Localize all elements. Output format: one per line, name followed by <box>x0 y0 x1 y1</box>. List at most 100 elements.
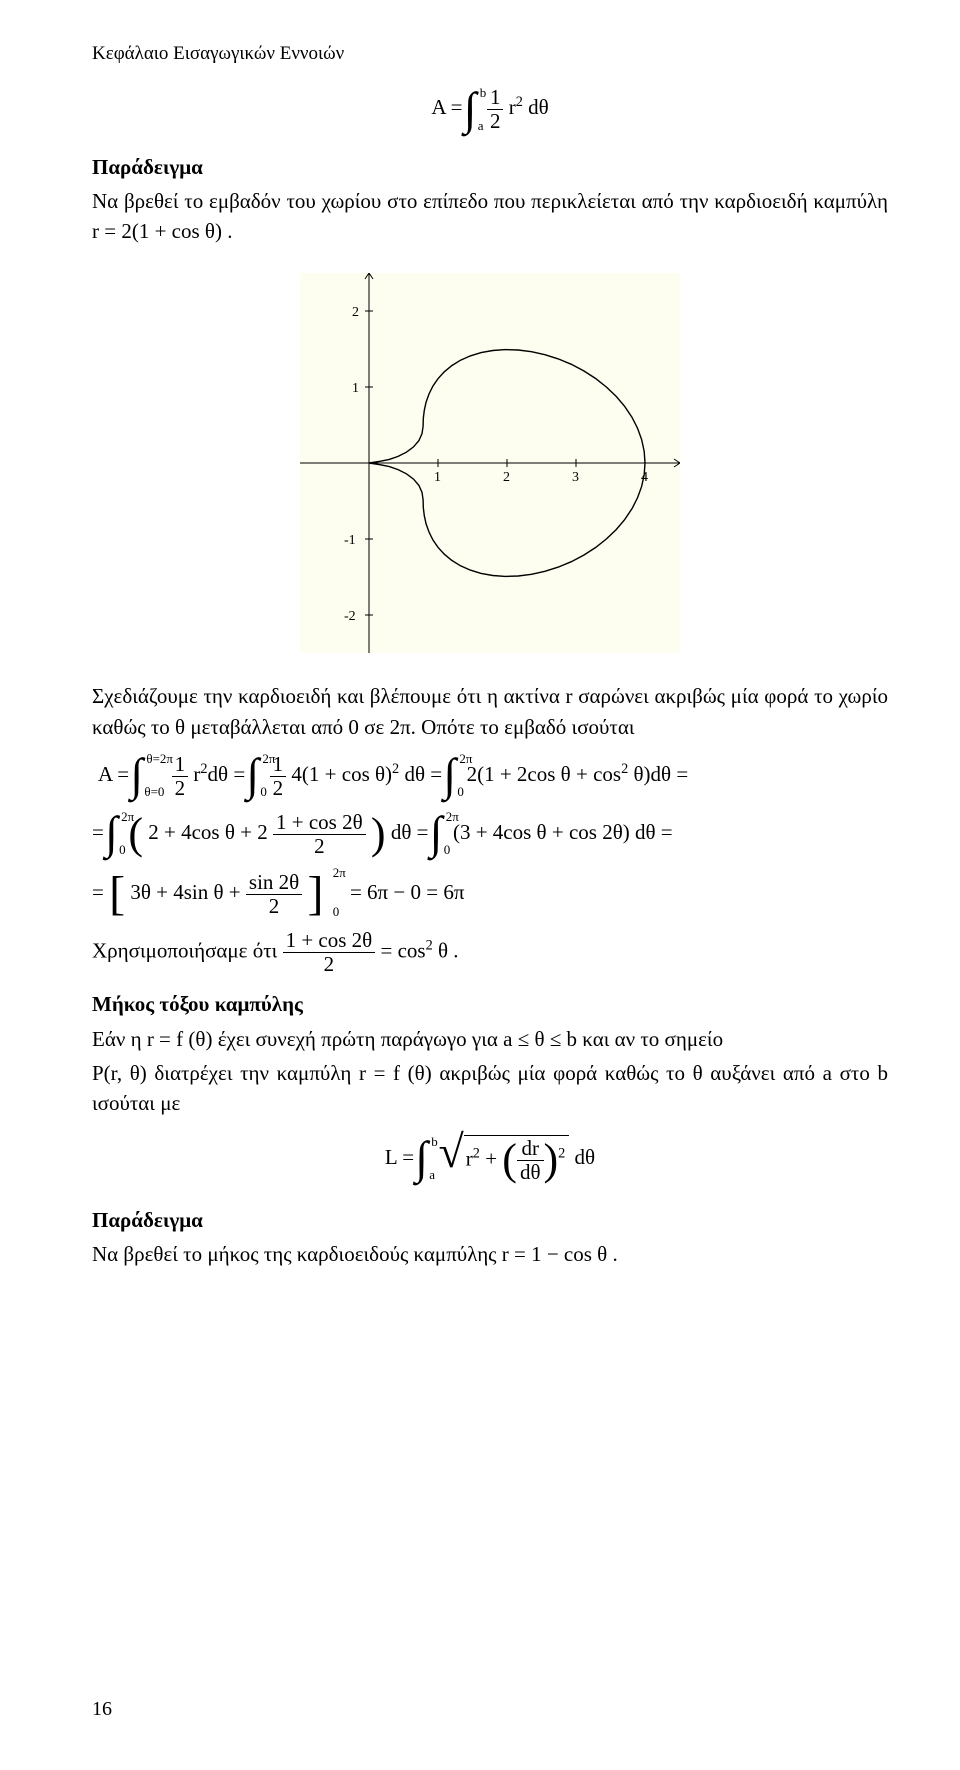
int-upper: b <box>480 84 487 103</box>
arc-2d: στο <box>832 1061 878 1085</box>
eq1-d2: dθ <box>404 762 425 786</box>
lim-lb: 0 <box>333 903 340 922</box>
arc-2-f: r = f (θ) <box>359 1061 432 1085</box>
d-theta: dθ <box>528 95 549 119</box>
eq3-post: = 6π − 0 = 6π <box>350 880 465 904</box>
var-L: L <box>385 1145 397 1169</box>
arc-2a: P(r, θ) <box>92 1061 147 1085</box>
sweep-text: Σχεδιάζουμε την καρδιοειδή και βλέπουμε … <box>92 681 888 742</box>
arc-2b: διατρέχει την καμπύλη <box>147 1061 359 1085</box>
used-identity: Χρησιμοποιήσαμε ότι 1 + cos 2θ2 = cos2 θ… <box>92 930 888 975</box>
example-text-1: Να βρεθεί το εμβαδόν του χωρίου στο επίπ… <box>92 186 888 247</box>
plus: + <box>485 1146 497 1170</box>
frac-den: dθ <box>517 1161 544 1183</box>
arc-2c: ακριβώς μία φορά καθώς το θ αυξάνει από <box>432 1061 823 1085</box>
frac-num: 1 <box>172 754 189 777</box>
equals: = <box>451 95 463 119</box>
eq2-post: dθ = <box>391 820 429 844</box>
frac-den: 2 <box>172 777 189 799</box>
eq1-int1-ub: θ=2π <box>146 750 173 769</box>
eq2-int1-lb: 0 <box>119 841 126 860</box>
frac-den: 2 <box>246 895 302 917</box>
eq1-body3: 2(1 + 2cos θ + cos <box>467 762 621 786</box>
var-r: r <box>509 95 516 119</box>
example-r-formula: r = 2(1 + cos θ) . <box>92 219 232 243</box>
eq1-d: dθ <box>208 762 229 786</box>
arc-1-f: r = f (θ) <box>147 1027 213 1051</box>
arc-text-line1: Εάν η r = f (θ) έχει συνεχή πρώτη παράγω… <box>92 1024 888 1054</box>
eq1-body3-tail: θ)dθ = <box>628 762 688 786</box>
frac-num: sin 2θ <box>246 872 302 895</box>
used-text: Χρησιμοποιήσαμε ότι <box>92 938 283 962</box>
arc-1b: έχει συνεχή πρώτη παράγωγο για <box>212 1027 503 1051</box>
example-text-2: Να βρεθεί το μήκος της καρδιοειδούς καμπ… <box>92 1239 888 1269</box>
cardioid-plot: 1 2 3 4 1 2 -1 -2 <box>92 273 888 661</box>
eq2-int2-lb: 0 <box>444 841 451 860</box>
eq-line-1: A = ∫ θ=2π θ=0 12 r2dθ = ∫ 2π 0 12 4(1 +… <box>92 752 888 800</box>
arc-1a: Εάν η <box>92 1027 147 1051</box>
example-title-2: Παράδειγμα <box>92 1208 203 1232</box>
arc-2-bvar: b <box>877 1061 888 1085</box>
arc-1-range: a ≤ θ ≤ b <box>503 1027 577 1051</box>
arc-r-exp: 2 <box>473 1145 480 1161</box>
arc-r: r <box>466 1146 473 1170</box>
example-text-before: Να βρεθεί το εμβαδόν του χωρίου στο επίπ… <box>92 189 888 213</box>
arc-2e: ισούται με <box>92 1091 180 1115</box>
sqrt-symbol: √ r2 + (drdθ)2 <box>439 1135 570 1183</box>
frac-num: 1 + cos 2θ <box>283 930 376 953</box>
svg-text:3: 3 <box>572 470 579 485</box>
eq2-int2-ub: 2π <box>446 808 459 827</box>
frac-den: 2 <box>487 110 504 132</box>
page-number: 16 <box>92 1695 112 1724</box>
arc-text-line2: P(r, θ) διατρέχει την καμπύλη r = f (θ) … <box>92 1058 888 1119</box>
svg-text:-1: -1 <box>344 533 356 548</box>
eq2-pre: 2 + 4cos θ + 2 <box>148 820 268 844</box>
arc-int-lb: a <box>429 1166 435 1185</box>
eq1-int3: ∫ 2π 0 <box>447 752 461 800</box>
chapter-header: Κεφάλαιο Εισαγωγικών Εννοιών <box>92 40 888 68</box>
example2-text: Να βρεθεί το μήκος της καρδιοειδούς καμπ… <box>92 1242 502 1266</box>
frac-num: 1 + cos 2θ <box>273 812 366 835</box>
example2-formula: r = 1 − cos θ . <box>502 1242 618 1266</box>
eq1-int3-lb: 0 <box>457 783 464 802</box>
exp-2: 2 <box>516 94 523 110</box>
rparen-icon: ) <box>371 815 386 853</box>
eq1-body2-exp: 2 <box>392 761 399 777</box>
eq1-int3-ub: 2π <box>459 750 472 769</box>
rparen-icon: ) <box>544 1141 559 1179</box>
one-half: 1 2 <box>487 87 504 132</box>
used-rhs-exp: 2 <box>426 937 433 953</box>
eq1-int2-lb: 0 <box>260 783 267 802</box>
var-A: A <box>431 95 445 119</box>
arc-length-title: Μήκος τόξου καμπύλης <box>92 992 303 1016</box>
lbracket-icon: [ <box>109 874 125 914</box>
area-formula: A = ∫ b a 1 2 r2 dθ <box>92 86 888 134</box>
frac-den: 2 <box>283 953 376 975</box>
eq1-A: A <box>98 762 112 786</box>
arc-dth: dθ <box>575 1145 596 1169</box>
svg-text:-2: -2 <box>344 609 356 624</box>
arc-length-formula: L = ∫ b a √ r2 + (drdθ)2 dθ <box>92 1135 888 1183</box>
eq2-int1-ub: 2π <box>121 808 134 827</box>
eq3-pre: 3θ + 4sin θ + <box>130 880 240 904</box>
svg-text:2: 2 <box>352 305 359 320</box>
used-rhs-tail: θ . <box>433 938 459 962</box>
arc-int: ∫ b a <box>419 1135 433 1183</box>
frac-den: 2 <box>273 835 366 857</box>
svg-text:1: 1 <box>352 381 359 396</box>
int-lower: a <box>478 117 484 136</box>
cardioid-svg: 1 2 3 4 1 2 -1 -2 <box>300 273 680 653</box>
eq1-int2: ∫ 2π 0 <box>250 752 264 800</box>
frac-num: dr <box>517 1138 544 1161</box>
rbracket-icon: ] <box>307 874 323 914</box>
eq-line-3: = [ 3θ + 4sin θ + sin 2θ2 ] 2π 0 = 6π − … <box>92 868 888 920</box>
eq1-int2-ub: 2π <box>262 750 275 769</box>
eq2-int2: ∫ 2π 0 <box>434 810 448 858</box>
eq1-r-exp: 2 <box>200 761 207 777</box>
arc-2-avar: a <box>823 1061 832 1085</box>
svg-text:1: 1 <box>434 470 441 485</box>
paren-exp: 2 <box>558 1145 565 1161</box>
lparen-icon: ( <box>502 1141 517 1179</box>
eq-line-2: = ∫ 2π 0 ( 2 + 4cos θ + 2 1 + cos 2θ2 ) … <box>92 810 888 858</box>
svg-text:2: 2 <box>503 470 510 485</box>
